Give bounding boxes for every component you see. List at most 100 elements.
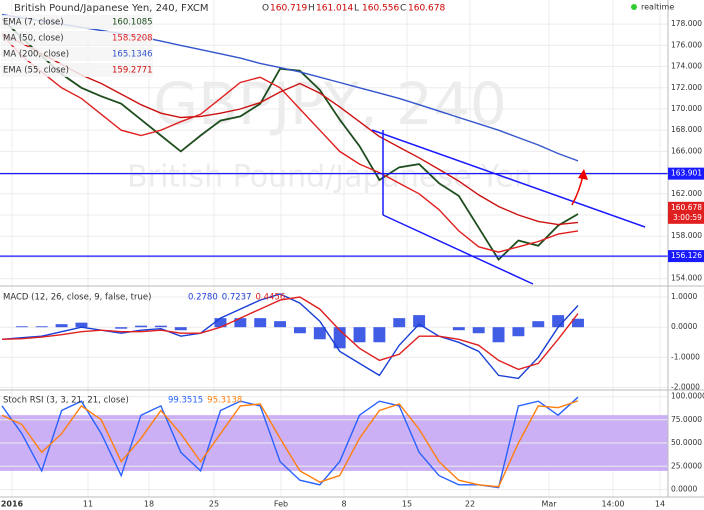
- legend-value: 159.2771: [112, 66, 153, 76]
- pane-title: MACD (12, 26, close, 9, false, true): [3, 293, 151, 303]
- legend-name: EMA (55, close): [3, 66, 69, 76]
- y-tick-label: 154.000: [671, 274, 702, 283]
- pane-value: 99.3515: [168, 396, 203, 406]
- price-box: [668, 201, 704, 224]
- y-tick-label: 170.000: [671, 104, 702, 113]
- x-tick-label: 8: [341, 500, 346, 509]
- x-tick-label: Mar: [541, 500, 557, 509]
- histogram-bar: [313, 327, 326, 340]
- ohlc-value: 160.556: [362, 4, 399, 14]
- legend-box: [1, 63, 153, 77]
- histogram-bar: [393, 318, 406, 328]
- y-tick-label: 178.000: [671, 19, 702, 28]
- legend-name: MA (200, close): [3, 50, 69, 60]
- pane-title: Stoch RSI (3, 3, 21, 21, close): [3, 396, 129, 406]
- histogram-bar: [135, 325, 147, 328]
- y-tick-label: 162.000: [671, 189, 702, 198]
- y-tick-label: 1.0000: [671, 292, 697, 301]
- y-tick-label: 25.0000: [671, 461, 702, 470]
- histogram-bar: [512, 327, 525, 337]
- histogram-bar: [234, 318, 247, 328]
- ohlc-value: 161.014: [316, 4, 353, 14]
- level-label: 156.126: [671, 251, 702, 260]
- y-tick-label: 172.000: [671, 83, 702, 92]
- histogram-bar: [472, 327, 485, 334]
- y-tick-label: 50.0000: [671, 438, 702, 447]
- level-box: [668, 167, 704, 180]
- histogram-bar: [452, 327, 465, 331]
- status-dot: [631, 4, 637, 10]
- histogram-bar: [413, 315, 426, 328]
- histogram-bar: [373, 327, 386, 343]
- x-tick-label: 14:00: [601, 500, 624, 509]
- histogram-bar: [492, 327, 505, 343]
- y-tick-label: 174.000: [671, 62, 702, 71]
- legend-box: [1, 31, 153, 45]
- legend-value: 165.1346: [112, 50, 153, 60]
- trend-line: [371, 129, 646, 228]
- status: realtime: [641, 3, 674, 12]
- y-tick-label: -2.0000: [671, 382, 700, 391]
- y-tick-label: 166.000: [671, 146, 702, 155]
- chart-title: British Pound/Japanese Yen, 240, FXCM: [14, 3, 209, 14]
- legend-name: MA (50, close): [3, 34, 64, 44]
- histogram-bar: [35, 326, 48, 328]
- ohlc-key: L: [354, 4, 359, 14]
- legend-name: EMA (7, close): [3, 18, 64, 28]
- under-layer: [0, 0, 668, 497]
- top-layer: 2016111825Feb81522Mar14:0014154.000156.0…: [1, 3, 704, 509]
- histogram-bar: [572, 318, 584, 328]
- x-tick-label: Feb: [274, 500, 288, 509]
- x-tick-label: 15: [402, 500, 412, 509]
- pane-value: 0.2780: [188, 293, 218, 303]
- series-line: [1, 13, 579, 162]
- histogram-bar: [75, 322, 88, 328]
- histogram-bar: [274, 321, 287, 328]
- y-tick-label: 158.000: [671, 231, 702, 240]
- x-tick-label: 25: [209, 500, 219, 509]
- y-tick-label: 100.0000: [671, 392, 704, 401]
- histogram-bar: [532, 321, 545, 328]
- legend-value: 160.1085: [112, 18, 153, 28]
- x-tick-label: 22: [465, 500, 475, 509]
- series-line: [1, 296, 579, 371]
- legend-value: 158.5208: [112, 34, 153, 44]
- legend-box: [1, 15, 153, 29]
- histogram-bar: [254, 318, 267, 328]
- y-tick-label: 75.0000: [671, 415, 702, 424]
- y-tick-label: 0.0000: [671, 322, 697, 331]
- watermark-subtitle: British Pound/Japanese Yen: [127, 160, 533, 195]
- series-line: [1, 33, 579, 226]
- histogram-bar: [333, 327, 346, 349]
- y-tick-label: -1.0000: [671, 352, 700, 361]
- histogram-bar: [55, 324, 68, 328]
- pane-value: 0.7237: [222, 293, 252, 303]
- y-tick-label: 176.000: [671, 40, 702, 49]
- level-label: 163.901: [671, 169, 702, 178]
- price-label: 160.678: [671, 203, 702, 212]
- x-tick-label: 11: [83, 500, 93, 509]
- ohlc-value: 160.719: [270, 4, 307, 14]
- histogram-bar: [154, 325, 167, 328]
- x-tick-label: 2016: [1, 500, 24, 509]
- ohlc-key: C: [400, 4, 406, 14]
- y-tick-label: 0.0000: [671, 484, 697, 493]
- series-line: [1, 400, 579, 488]
- countdown: 3:00:59: [673, 213, 702, 222]
- legend-box: [1, 47, 153, 61]
- arrow-head: [578, 169, 588, 180]
- histogram-bar: [353, 327, 366, 343]
- y-tick-label: 168.000: [671, 125, 702, 134]
- histogram-bar: [115, 327, 128, 329]
- x-tick-label: 18: [144, 500, 154, 509]
- histogram-bar: [214, 318, 227, 328]
- ohlc-key: H: [308, 4, 315, 14]
- histogram-bar: [552, 315, 565, 328]
- level-box: [668, 250, 704, 263]
- plot-layer: [0, 13, 668, 489]
- pane-value: 95.3138: [207, 396, 242, 406]
- series-line: [1, 34, 579, 253]
- pane-value: 0.4456: [256, 293, 286, 303]
- x-tick-label: 14: [655, 500, 665, 509]
